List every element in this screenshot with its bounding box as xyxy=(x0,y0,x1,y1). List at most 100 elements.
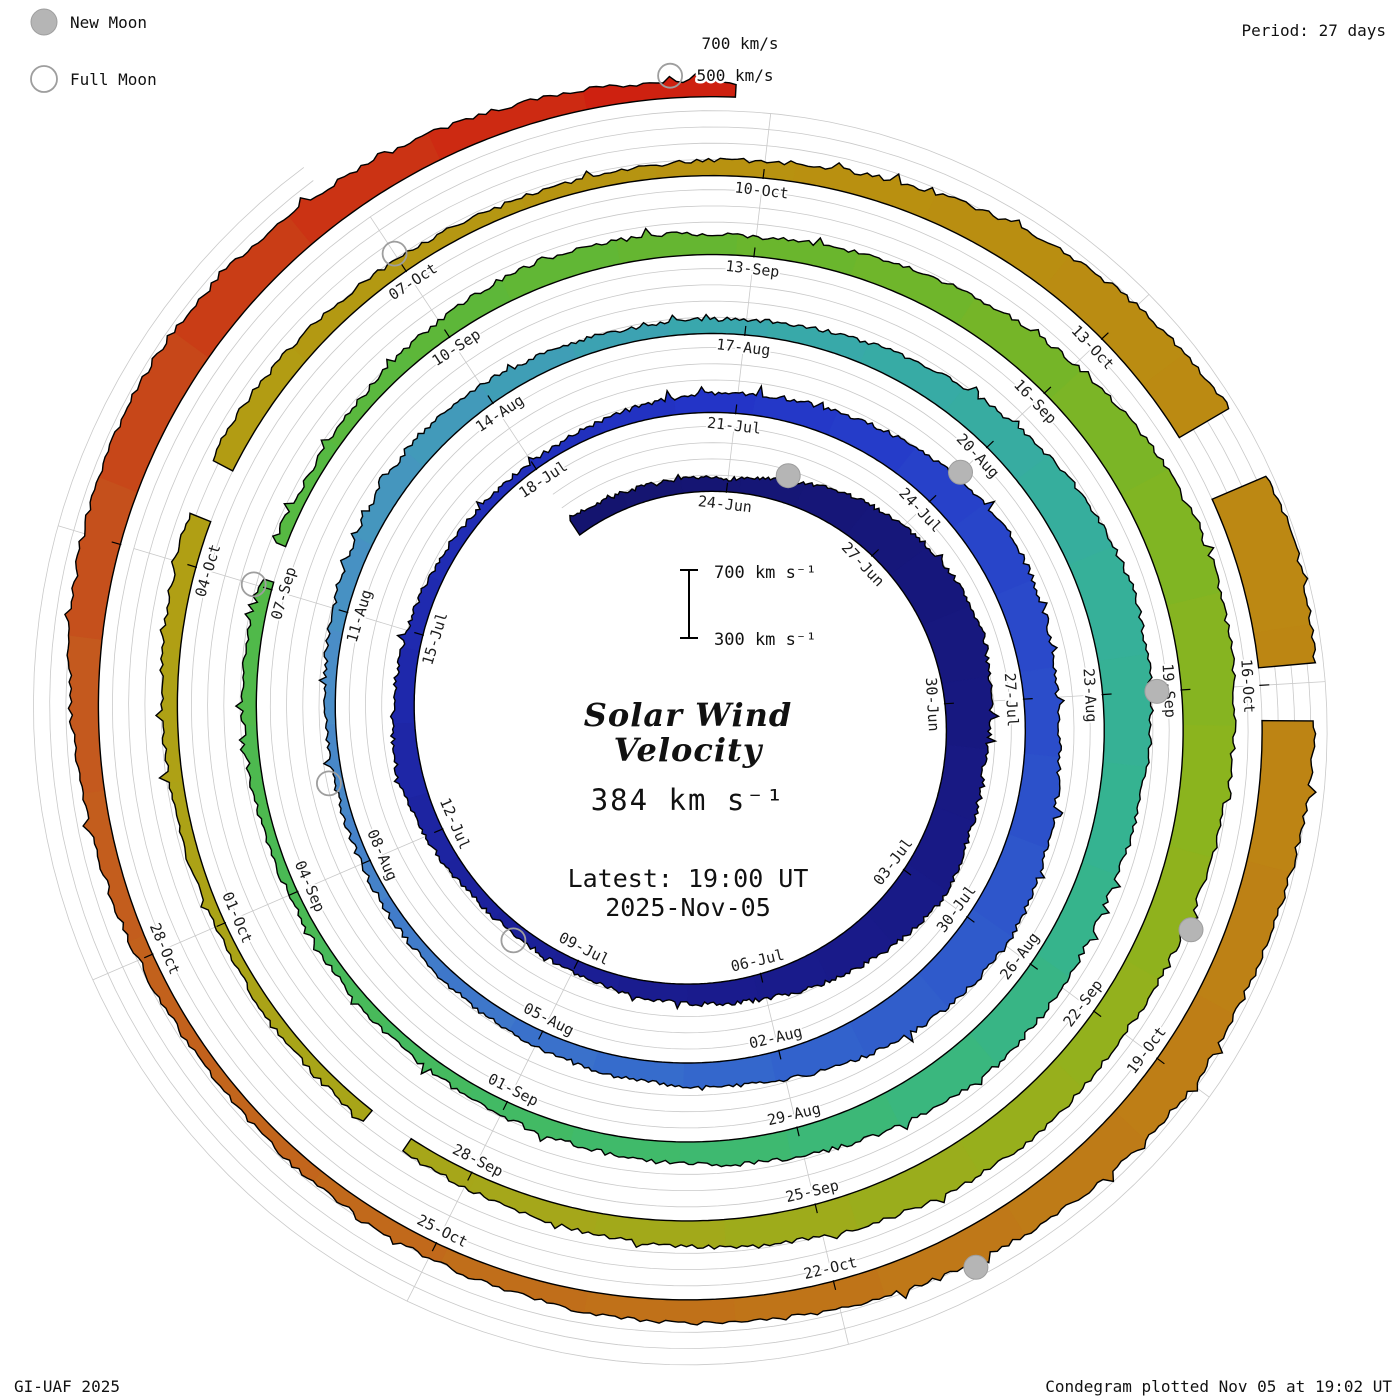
date-label-21-Jul: 21-Jul xyxy=(706,414,762,438)
velocity-band-segment xyxy=(64,476,138,640)
date-tick xyxy=(431,1241,438,1252)
velocity-band-segment xyxy=(616,227,739,265)
date-tick xyxy=(467,1171,473,1181)
velocity-band-segment xyxy=(350,448,424,546)
velocity-scale-bar: 700 km s⁻¹ 300 km s⁻¹ xyxy=(680,563,816,650)
credit-label: GI-UAF 2025 xyxy=(14,1377,120,1396)
date-tick xyxy=(832,1280,837,1291)
date-tick xyxy=(734,404,738,415)
velocity-band-segment xyxy=(875,1204,1026,1299)
velocity-band-segment xyxy=(427,91,588,161)
velocity-band-outline xyxy=(1211,475,1317,669)
velocity-band-segment xyxy=(1120,468,1222,607)
velocity-band-segment xyxy=(591,1050,685,1089)
velocity-band-segment xyxy=(583,1290,736,1326)
date-tick xyxy=(1043,386,1052,395)
date-tick xyxy=(902,868,912,876)
date-label-17-Aug: 17-Aug xyxy=(715,335,771,359)
velocity-band-outline xyxy=(212,157,1230,472)
full-moon-marker xyxy=(240,571,267,598)
velocity-band-outline xyxy=(154,512,374,1122)
date-label-24-Jun: 24-Jun xyxy=(697,492,753,516)
velocity-band-segment xyxy=(792,162,937,220)
full-moon-icon xyxy=(30,65,58,93)
chart-title-line2: Velocity xyxy=(614,731,764,769)
velocity-band-segment xyxy=(272,439,340,547)
date-tick xyxy=(870,549,880,557)
velocity-band-segment xyxy=(479,342,578,404)
new-moon-marker xyxy=(1144,678,1170,704)
chart-title-line1: Solar Wind xyxy=(584,696,793,734)
full-moon-label: Full Moon xyxy=(70,70,157,89)
date-tick xyxy=(744,325,747,336)
date-tick xyxy=(796,1126,800,1137)
velocity-band-segment xyxy=(429,513,483,583)
date-tick xyxy=(414,631,425,636)
date-label-10-Oct: 10-Oct xyxy=(734,178,790,202)
velocity-band-segment xyxy=(174,215,313,358)
date-tick xyxy=(530,461,538,471)
date-label-27-Jul: 27-Jul xyxy=(1001,672,1022,727)
current-velocity-value: 384 km s⁻¹ xyxy=(591,783,786,817)
velocity-band-segment xyxy=(621,474,683,509)
velocity-band-segment xyxy=(328,348,416,448)
full-moon-marker xyxy=(657,62,683,89)
velocity-band-segment xyxy=(969,954,1070,1068)
date-tick xyxy=(1022,698,1033,700)
date-tick xyxy=(1156,1057,1165,1065)
date-tick xyxy=(753,247,756,258)
velocity-band-outline xyxy=(271,227,1237,1250)
date-tick xyxy=(187,563,198,568)
velocity-band-segment xyxy=(570,321,671,359)
velocity-band-segment xyxy=(440,1247,589,1314)
velocity-band-segment xyxy=(443,856,503,920)
date-tick xyxy=(1100,332,1109,341)
date-tick xyxy=(985,440,994,449)
date-label-13-Sep: 13-Sep xyxy=(724,257,780,281)
date-label-30-Jun: 30-Jun xyxy=(922,677,943,732)
date-label-16-Oct: 16-Oct xyxy=(1237,659,1258,714)
date-tick xyxy=(814,1203,818,1214)
latest-time-label: Latest: 19:00 UT xyxy=(568,864,809,893)
velocity-band-segment xyxy=(318,628,343,725)
velocity-band-segment xyxy=(235,610,267,726)
velocity-band-segment xyxy=(924,193,1071,289)
velocity-band-segment xyxy=(468,1174,599,1236)
velocity-band-segment xyxy=(686,975,760,1007)
plotted-label: Condegram plotted Nov 05 at 19:02 UT xyxy=(1045,1377,1392,1396)
velocity-band-segment xyxy=(1211,475,1312,634)
date-tick xyxy=(1101,693,1112,696)
velocity-band-outline xyxy=(234,313,1155,1168)
date-tick xyxy=(538,1030,544,1040)
grid-radial-tick xyxy=(310,860,371,887)
velocity-band-segment xyxy=(390,722,429,799)
velocity-band-segment xyxy=(678,1130,792,1167)
date-ticks-layer xyxy=(111,169,1270,1291)
velocity-band-segment xyxy=(765,318,869,364)
velocity-bands-layer xyxy=(64,72,1317,1326)
velocity-band-segment xyxy=(527,421,603,470)
velocity-band-segment xyxy=(1008,753,1064,850)
date-tick xyxy=(288,890,299,896)
velocity-band-segment xyxy=(674,386,757,416)
date-tick xyxy=(759,972,764,983)
date-tick xyxy=(966,915,975,923)
grid-spiral-600 xyxy=(49,126,1312,1349)
velocity-band-segment xyxy=(752,385,839,436)
date-tick xyxy=(111,541,122,546)
velocity-band-segment xyxy=(323,723,353,817)
date-label-23-Aug: 23-Aug xyxy=(1080,668,1101,723)
date-tick xyxy=(338,609,349,614)
date-tick xyxy=(216,921,227,928)
moon-markers-layer xyxy=(240,62,1204,1280)
date-tick xyxy=(1092,1010,1102,1018)
velocity-band-segment xyxy=(288,132,441,245)
grid-radial-tick xyxy=(237,891,298,918)
velocity-band-segment xyxy=(597,389,677,434)
date-tick xyxy=(443,329,451,339)
grid-radial-tick xyxy=(1260,681,1326,686)
velocity-band-segment xyxy=(381,1019,476,1098)
velocity-band-segment xyxy=(209,1064,322,1182)
velocity-band-segment xyxy=(397,197,526,272)
